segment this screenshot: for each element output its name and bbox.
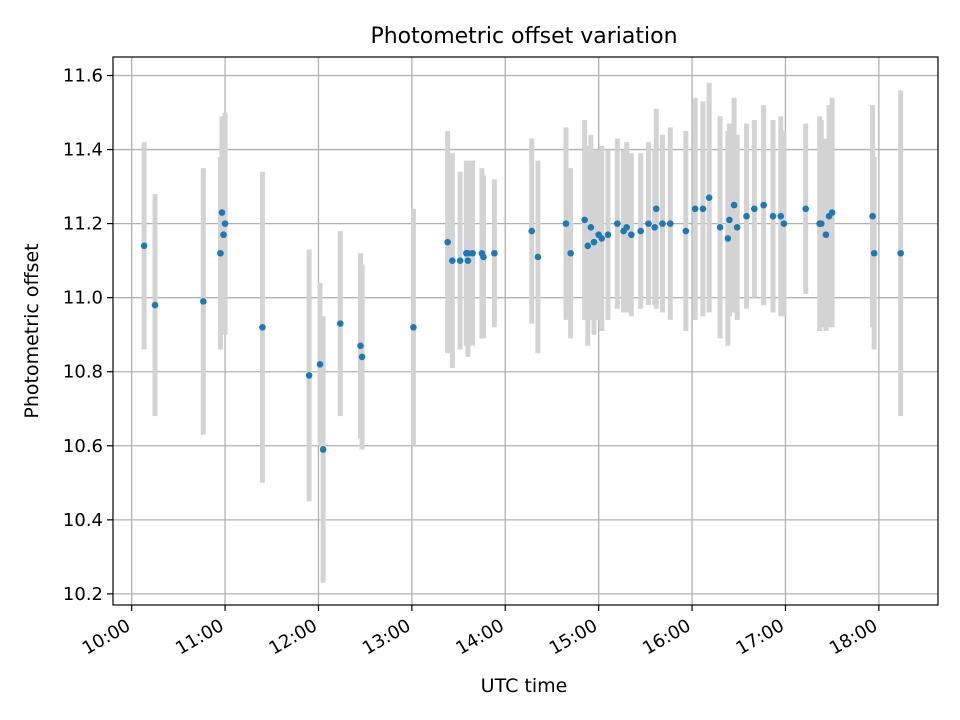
data-point	[822, 231, 830, 239]
data-point	[743, 212, 750, 220]
data-point	[534, 253, 542, 261]
data-point	[716, 224, 724, 231]
data-point	[259, 323, 266, 331]
data-point	[410, 323, 417, 331]
plot-frame	[112, 56, 939, 606]
data-point	[220, 231, 227, 239]
data-point	[614, 220, 621, 227]
data-point	[590, 238, 598, 246]
data-point	[869, 212, 876, 220]
data-point	[802, 205, 809, 213]
data-point	[217, 249, 224, 257]
data-point	[682, 227, 690, 235]
data-point	[623, 224, 630, 231]
data-point	[598, 235, 606, 242]
data-point	[336, 320, 344, 327]
y-tick-label: 10.6	[63, 436, 103, 457]
chart-title: Photometric offset variation	[370, 24, 677, 49]
data-point	[218, 209, 226, 216]
x-axis-label: UTC time	[481, 675, 568, 697]
data-point	[305, 372, 313, 379]
y-tick-label: 10.4	[63, 510, 103, 531]
data-point	[199, 298, 207, 305]
data-point	[491, 249, 498, 257]
data-point	[760, 201, 767, 209]
data-point	[562, 220, 570, 227]
data-point	[870, 249, 878, 257]
y-tick-label: 11.2	[63, 214, 103, 235]
data-point	[357, 342, 364, 350]
data-point	[587, 224, 595, 231]
y-axis-label: Photometric offset	[21, 243, 43, 418]
data-point	[726, 216, 733, 224]
data-point	[316, 361, 324, 368]
data-point	[528, 227, 536, 235]
data-point	[480, 253, 487, 261]
data-point	[469, 249, 476, 257]
data-point	[897, 249, 904, 257]
data-point	[319, 446, 327, 453]
data-point	[464, 257, 472, 264]
data-point	[567, 249, 574, 257]
data-point	[751, 205, 758, 213]
data-point	[358, 353, 366, 361]
data-point	[733, 224, 741, 231]
data-point	[449, 257, 456, 264]
data-point	[828, 209, 836, 216]
y-tick-label: 10.8	[63, 362, 103, 383]
data-point	[221, 220, 229, 227]
data-point	[140, 242, 148, 250]
grid	[113, 57, 938, 605]
data-point	[456, 257, 464, 264]
data-point	[651, 224, 658, 231]
data-point	[637, 227, 644, 235]
data-point	[777, 212, 785, 220]
data-point	[151, 301, 159, 309]
data-point	[730, 201, 738, 209]
data-point	[705, 194, 713, 202]
data-point	[581, 216, 588, 224]
data-point	[628, 231, 635, 239]
data-point	[652, 205, 660, 213]
y-tick-label: 11.0	[63, 288, 103, 309]
y-axis-ticks: 10.2 10.4 10.6 10.8 11.0 11.2 11.4 11.6	[63, 66, 113, 605]
y-tick-label: 11.4	[63, 140, 103, 161]
data-point	[444, 238, 451, 246]
data-point	[645, 220, 652, 227]
data-point	[691, 205, 699, 213]
data-point	[464, 249, 472, 257]
data-point	[724, 235, 732, 242]
data-point	[699, 205, 707, 213]
data-point	[604, 231, 612, 239]
y-tick-label: 10.2	[63, 584, 103, 605]
data-point	[769, 212, 777, 220]
data-point	[780, 220, 788, 227]
y-tick-label: 11.6	[63, 66, 103, 87]
data-points	[140, 194, 904, 453]
data-point	[584, 242, 592, 250]
data-point	[817, 220, 825, 227]
data-point	[666, 220, 674, 227]
data-point	[659, 220, 666, 227]
